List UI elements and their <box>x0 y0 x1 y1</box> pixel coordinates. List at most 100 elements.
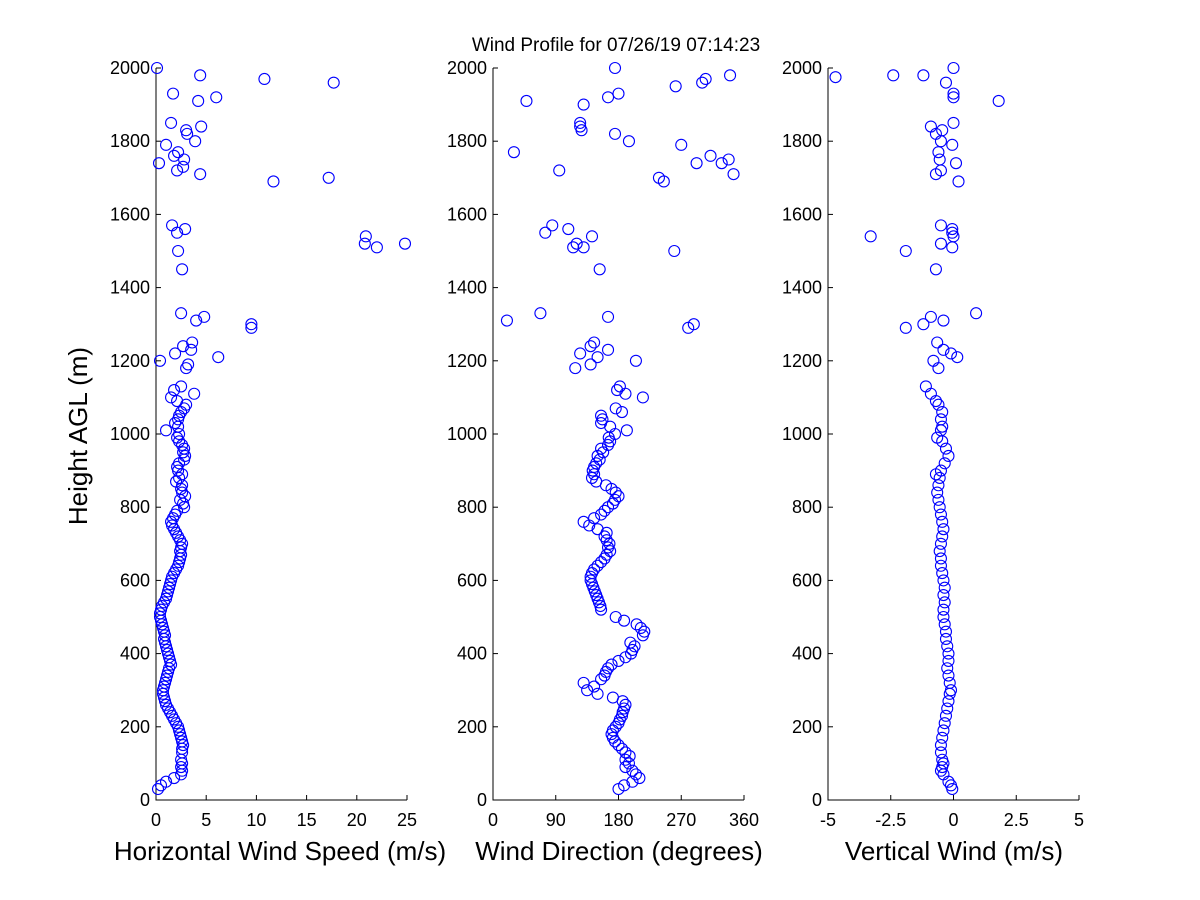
vertical-wind-data-point <box>942 449 955 463</box>
wind-direction-data-point <box>619 761 632 774</box>
horizontal-wind-speed-data-point <box>173 427 186 441</box>
wind-direction-data-point <box>615 742 629 755</box>
wind-direction-data-point <box>569 362 582 375</box>
vertical-wind-data-point <box>942 647 955 660</box>
horizontal-wind-speed-data-point <box>163 581 176 594</box>
horizontal-wind-speed-data-point <box>171 395 184 408</box>
wind-direction-data-point <box>577 676 590 689</box>
vertical-wind-data-point <box>936 567 949 580</box>
wind-direction-data-point <box>606 691 619 704</box>
horizontal-wind-speed-data-point <box>164 654 177 667</box>
y-tick-label: 1400 <box>782 278 822 298</box>
x-tick-label: 90 <box>546 810 566 830</box>
wind-direction-data-point <box>577 241 590 254</box>
wind-direction-data-point <box>699 72 712 86</box>
vertical-wind-data-point <box>947 61 960 75</box>
vertical-wind-data-point <box>943 676 956 689</box>
x-tick-label: 15 <box>297 810 317 830</box>
vertical-wind-data-point <box>929 395 942 408</box>
horizontal-wind-speed-data-point <box>327 76 340 89</box>
wind-direction-data-point <box>618 779 631 792</box>
vertical-wind-data-point <box>924 310 937 323</box>
vertical-wind-data-point <box>937 523 950 536</box>
wind-direction-data-point <box>520 94 533 107</box>
wind-direction-data-point <box>606 724 619 737</box>
horizontal-wind-speed-data-point <box>157 625 171 638</box>
horizontal-wind-speed-data-point <box>370 241 383 254</box>
vertical-wind-data-point <box>942 654 955 667</box>
wind-direction-data-point <box>687 318 700 331</box>
vertical-wind-data-point <box>939 442 953 455</box>
y-tick-label: 800 <box>120 497 150 517</box>
vertical-wind-data-point <box>931 486 944 499</box>
horizontal-wind-speed-data-point <box>245 321 258 334</box>
horizontal-wind-speed-data-point <box>172 413 185 426</box>
y-tick-label: 1000 <box>782 424 822 444</box>
horizontal-wind-speed-data-point <box>358 237 371 250</box>
horizontal-wind-speed-data-point <box>176 735 189 748</box>
horizontal-wind-speed-data-point <box>198 310 211 323</box>
vertical-wind-data-point <box>864 230 877 243</box>
horizontal-wind-speed-data-point <box>173 556 186 569</box>
horizontal-wind-speed-data-point <box>182 358 195 371</box>
horizontal-wind-speed-data-point <box>152 157 166 170</box>
horizontal-wind-speed-data-point <box>163 651 176 664</box>
vertical-wind-data-point <box>934 237 948 250</box>
wind-direction-data-point <box>590 475 603 488</box>
horizontal-wind-speed-data-point <box>155 618 169 631</box>
vertical-wind-data-point <box>937 610 950 624</box>
wind-direction-data-point <box>652 171 665 184</box>
wind-direction-data-point <box>609 486 622 499</box>
horizontal-wind-speed-data-point <box>171 504 184 517</box>
horizontal-wind-speed-data-point <box>186 336 199 349</box>
wind-direction-data-point <box>636 391 649 404</box>
x-axis-label-horizontal-wind-speed: Horizontal Wind Speed (m/s) <box>114 836 446 866</box>
horizontal-wind-speed-data-point <box>194 69 207 82</box>
vertical-wind-data-point <box>917 318 930 331</box>
horizontal-wind-speed-data-point <box>179 222 192 236</box>
horizontal-wind-speed-data-point <box>177 497 190 510</box>
horizontal-wind-speed-data-point <box>192 94 205 107</box>
horizontal-wind-speed-data-point <box>174 728 187 741</box>
vertical-wind-data-point <box>934 508 948 521</box>
horizontal-wind-speed-data-point <box>178 153 191 166</box>
vertical-wind-data-point <box>933 501 946 514</box>
horizontal-wind-speed-data-point <box>169 347 182 360</box>
vertical-wind-panel: Vertical Wind (m/s) 0 200 400 600 800 1000 120… <box>782 58 1084 866</box>
wind-direction-data-point <box>704 149 717 162</box>
vertical-wind-data-point <box>942 695 955 708</box>
y-tick-label: 600 <box>120 570 150 590</box>
horizontal-wind-speed-data-point <box>195 120 208 133</box>
horizontal-wind-speed-data-point <box>159 640 173 653</box>
horizontal-wind-speed-data-point <box>168 384 181 397</box>
vertical-wind-data-point <box>929 263 942 276</box>
horizontal-wind-speed-data-point <box>245 318 258 331</box>
wind-direction-data-point <box>609 610 622 624</box>
horizontal-wind-speed-data-point <box>177 739 190 752</box>
x-tick-label: -2.5 <box>875 810 906 830</box>
wind-direction-data-point <box>562 222 575 236</box>
wind-direction-data-point <box>601 662 615 675</box>
horizontal-wind-speed-data-point <box>164 578 177 591</box>
wind-direction-data-point <box>619 698 632 711</box>
wind-direction-data-point <box>591 687 604 700</box>
horizontal-wind-speed-data-point <box>176 757 189 770</box>
y-tick-label: 1400 <box>447 278 487 298</box>
vertical-wind-data-point <box>970 307 983 320</box>
vertical-wind-data-point <box>927 354 940 367</box>
horizontal-wind-speed-data-point <box>171 164 184 177</box>
vertical-wind-data-point <box>934 739 948 752</box>
x-tick-label: 25 <box>397 810 417 830</box>
y-tick-label: 400 <box>457 644 487 664</box>
x-tick-label: 5 <box>1074 810 1084 830</box>
y-tick-label: 1000 <box>447 424 487 444</box>
vertical-wind-data-point <box>931 336 944 349</box>
vertical-wind-data-point <box>934 135 948 148</box>
horizontal-wind-speed-data-point <box>359 230 372 243</box>
wind-direction-data-point <box>696 76 709 89</box>
vertical-wind-data-point <box>936 731 949 744</box>
vertical-wind-data-point <box>936 530 949 543</box>
horizontal-wind-speed-data-point <box>153 354 167 367</box>
wind-direction-data-point <box>690 157 703 170</box>
horizontal-wind-speed-data-point <box>150 61 164 75</box>
